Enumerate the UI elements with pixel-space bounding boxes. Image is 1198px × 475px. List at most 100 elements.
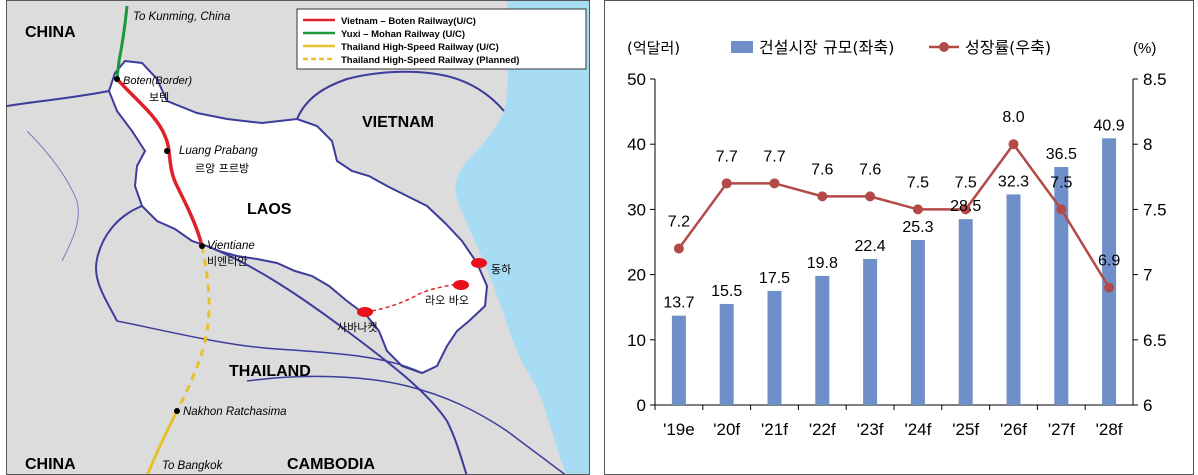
legend-line-marker [939,42,949,52]
chart-data-labels: 13.7 15.5 17.5 19.8 22.4 25.3 28.5 32.3 36.5 40.9… [663,109,1124,311]
y-left-tick-label: 40 [627,135,646,154]
growth-point-6 [960,204,971,215]
savannakhet-marker [357,307,373,317]
x-tick-label: '28f [1096,420,1123,439]
legend-label-1: Yuxi – Mohan Railway (U/C) [341,29,465,40]
construction-market-chart-panel: (억달러) (%) 건설시장 규모(좌축) 성장률(우축) 0 10 20 30 40 50… [604,0,1194,475]
chart-axes: 0 10 20 30 40 50 6 6.5 7 7.5 8 8.5 '19e '20f '21f '22f '… [627,70,1167,439]
y-left-tick-label: 50 [627,70,646,89]
line-value-label: 7.2 [668,214,690,231]
x-tick-label: '22f [809,420,836,439]
y-right-tick-label: 7.5 [1143,200,1167,219]
y-left-tick-label: 20 [627,266,646,285]
line-value-label: 7.5 [907,174,929,191]
boten-dot [114,76,120,82]
label-china-bottom: CHINA [25,456,76,473]
x-tick-label: '20f [713,420,740,439]
bar-value-label: 19.8 [807,255,838,272]
label-bangkok: To Bangkok [162,460,224,472]
vientiane-dot [199,243,205,249]
label-thailand: THAILAND [229,363,311,380]
line-value-label: 8.0 [1002,109,1024,126]
dongha-marker [471,258,487,268]
bar-value-label: 25.3 [902,219,933,236]
growth-point-7 [1008,139,1019,150]
laobao-marker [453,280,469,290]
label-luang-en: Luang Prabang [179,145,258,157]
y-right-tick-label: 7 [1143,266,1152,285]
bar-3 [815,275,830,405]
sea [455,1,589,474]
bar-value-label: 36.5 [1046,146,1077,163]
y-left-tick-label: 0 [637,396,646,415]
label-luang-kr: 르앙 프르방 [195,162,249,175]
china-border [7,90,110,107]
bar-2 [767,290,782,405]
growth-point-2 [769,178,780,189]
x-tick-label: '24f [904,420,931,439]
bar-value-label: 32.3 [998,173,1029,190]
legend-label-2: Thailand High-Speed Railway (U/C) [341,42,499,53]
thailand-hsr-uc [146,410,179,474]
legend-box [296,8,587,70]
bar-4 [863,258,878,405]
line-value-label: 6.9 [1098,253,1120,270]
line-value-label: 7.7 [763,148,785,165]
chart-legend: 건설시장 규모(좌축) 성장률(우축) [731,38,1051,57]
x-tick-label: '21f [761,420,788,439]
legend-bar-label: 건설시장 규모(좌축) [759,38,894,57]
x-tick-label: '23f [857,420,884,439]
bar-7 [1006,194,1021,405]
bar-8 [1054,167,1069,405]
label-kunming: To Kunming, China [133,11,230,23]
luang-prabang-dot [164,148,170,154]
label-nakhon: Nakhon Ratchasima [183,406,287,418]
line-value-label: 7.6 [859,161,881,178]
growth-point-8 [1056,204,1067,215]
x-tick-label: '26f [1000,420,1027,439]
growth-point-5 [912,204,923,215]
bar-value-label: 17.5 [759,270,790,287]
y-right-tick-label: 6 [1143,396,1152,415]
label-savannakhet: 사바나켓 [337,321,377,334]
label-laobao: 라오 바오 [425,294,469,307]
line-value-label: 7.6 [811,161,833,178]
y-left-tick-label: 30 [627,200,646,219]
bar-value-label: 28.5 [950,198,981,215]
bar-value-label: 15.5 [711,283,742,300]
bar-1 [719,303,734,405]
y-right-tick-label: 8.5 [1143,70,1167,89]
chart-bars [671,138,1117,405]
construction-market-chart: (억달러) (%) 건설시장 규모(좌축) 성장률(우축) 0 10 20 30 40 50… [627,38,1167,439]
label-china-top: CHINA [25,24,76,41]
mekong-river [206,245,468,474]
nakhon-dot [174,408,180,414]
growth-point-9 [1104,282,1115,293]
legend-bar-swatch [731,41,753,53]
label-dongha: 동하 [491,262,511,276]
x-tick-label: '27f [1048,420,1075,439]
bar-value-label: 13.7 [663,295,694,312]
bar-9 [1102,138,1117,405]
label-laos: LAOS [247,201,292,218]
bar-6 [958,219,973,405]
yuxi-mohan-railway [115,5,129,80]
thailand-hsr-planned [175,245,211,412]
x-tick-label: '19e [663,420,695,439]
cambodia-border [246,375,566,474]
rail-map-panel: CHINA CHINA VIETNAM LAOS THAILAND CAMBOD… [6,0,590,475]
map-legend: Vietnam – Boten Railway(U/C) Yuxi – Mohan… [296,8,587,70]
label-vientiane-kr: 비엔티안 [207,255,247,268]
growth-point-4 [865,191,876,202]
vietnam-border [296,70,505,120]
bar-0 [671,315,686,405]
y-right-tick-label: 8 [1143,135,1152,154]
myanmar-border [26,130,79,262]
bar-value-label: 40.9 [1094,117,1125,134]
line-value-label: 7.7 [716,148,738,165]
legend-label-3: Thailand High-Speed Railway (Planned) [341,55,519,66]
label-vietnam: VIETNAM [362,114,434,131]
y-left-tick-label: 10 [627,331,646,350]
label-boten-kr: 보텐 [149,91,169,104]
thailand-west-border [95,205,143,322]
